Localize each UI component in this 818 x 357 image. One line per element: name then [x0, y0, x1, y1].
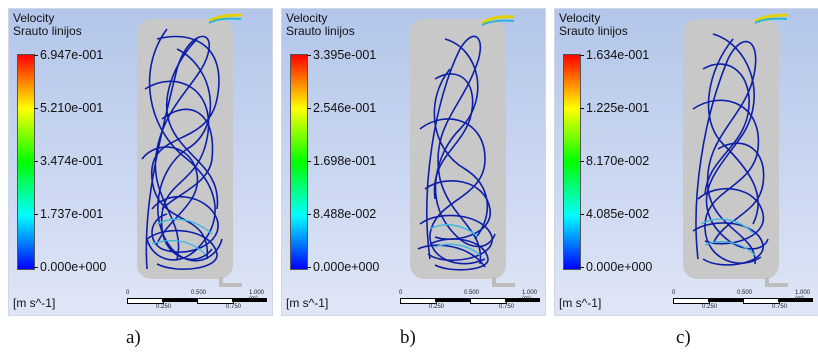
- scale-label: 1.000 (m): [522, 290, 538, 302]
- scale-label: 0: [672, 290, 676, 296]
- tick-label-3: 3.474e-001: [33, 154, 104, 168]
- scale-label: 0.750: [772, 304, 788, 310]
- streamlines: [141, 28, 223, 270]
- colorbar: [563, 54, 581, 270]
- units-label: [m s^-1]: [559, 296, 602, 310]
- tick-label-max: 6.947e-001: [33, 48, 104, 62]
- streamlines: [692, 33, 769, 266]
- vessel-body: [410, 15, 515, 287]
- scale-label: 1.000 (m): [795, 290, 811, 302]
- caption-c: c): [676, 327, 691, 348]
- scale-bar-segment: [505, 298, 540, 302]
- tick-label-2: 2.546e-001: [306, 101, 377, 115]
- colorbar: [17, 54, 35, 270]
- scale-label: 0.500: [191, 290, 207, 296]
- fast-streamlines: [429, 224, 481, 256]
- tick-label-4: 4.085e-002: [579, 207, 650, 221]
- vessel-streamlines: [137, 13, 242, 287]
- tick-label-max: 1.634e-001: [579, 48, 650, 62]
- tick-label-2: 5.210e-001: [33, 101, 104, 115]
- panel-a: Velocity Srauto linijos 6.947e-001 5.210…: [8, 8, 273, 316]
- streamlines: [417, 35, 496, 271]
- scale-label: 0.500: [464, 290, 480, 296]
- scale-label: 0.250: [156, 304, 172, 310]
- fast-streamlines: [700, 218, 756, 256]
- legend-title: Velocity: [559, 11, 601, 25]
- tick-label-3: 8.170e-002: [579, 154, 650, 168]
- tick-label-4: 1.737e-001: [33, 207, 104, 221]
- scale-label: 0: [126, 290, 130, 296]
- caption-b: b): [400, 327, 416, 348]
- legend-subtitle: Srauto linijos: [13, 24, 82, 38]
- legend-title: Velocity: [286, 11, 328, 25]
- vessel-body: [137, 13, 242, 287]
- scale-bar-segment: [708, 298, 743, 302]
- scale-label: 1.000 (m): [249, 290, 265, 302]
- tick-label-min: 0.000e+000: [306, 260, 380, 274]
- fast-streamlines: [151, 218, 213, 255]
- units-label: [m s^-1]: [286, 296, 329, 310]
- tick-label-2: 1.225e-001: [579, 101, 650, 115]
- vessel-streamlines: [683, 13, 788, 287]
- vessel-streamlines: [410, 15, 515, 287]
- tick-label-4: 8.488e-002: [306, 207, 377, 221]
- tick-label-min: 0.000e+000: [33, 260, 107, 274]
- scale-label: 0.250: [429, 304, 445, 310]
- colorbar: [290, 54, 308, 270]
- scale-bar: 0 0.500 1.000 (m) 0.250 0.750: [399, 290, 540, 312]
- units-label: [m s^-1]: [13, 296, 56, 310]
- scale-bar: 0 0.500 1.000 (m) 0.250 0.750: [126, 290, 267, 312]
- scale-bar-segment: [778, 298, 813, 302]
- panel-c: Velocity Srauto linijos 1.634e-001 1.225…: [554, 8, 818, 316]
- legend-subtitle: Srauto linijos: [286, 24, 355, 38]
- scale-bar-segment: [232, 298, 267, 302]
- scale-label: 0.250: [702, 304, 718, 310]
- tick-label-max: 3.395e-001: [306, 48, 377, 62]
- scale-bar: 0 0.500 1.000 (m) 0.250 0.750: [672, 290, 813, 312]
- scale-bar-segment: [162, 298, 197, 302]
- tick-label-3: 1.698e-001: [306, 154, 377, 168]
- legend-title: Velocity: [13, 11, 55, 25]
- panel-b: Velocity Srauto linijos 3.395e-001 2.546…: [281, 8, 546, 316]
- legend-subtitle: Srauto linijos: [559, 24, 628, 38]
- scale-bar-segment: [435, 298, 470, 302]
- scale-label: 0.750: [499, 304, 515, 310]
- caption-a: a): [126, 327, 141, 348]
- scale-label: 0.500: [737, 290, 753, 296]
- scale-label: 0: [399, 290, 403, 296]
- tick-label-min: 0.000e+000: [579, 260, 653, 274]
- scale-label: 0.750: [226, 304, 242, 310]
